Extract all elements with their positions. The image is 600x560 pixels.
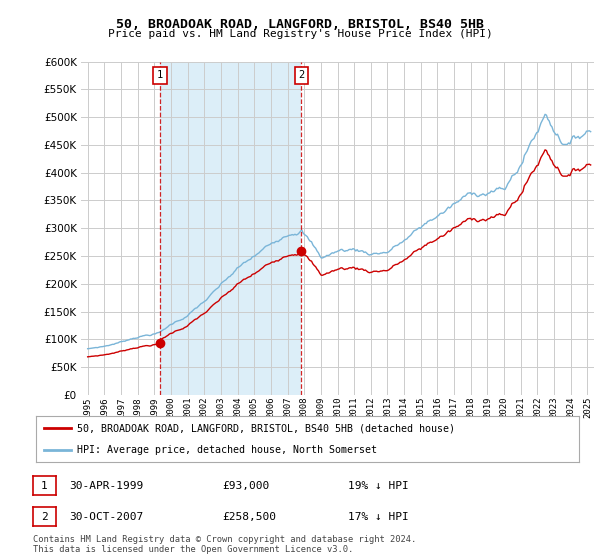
Text: Price paid vs. HM Land Registry's House Price Index (HPI): Price paid vs. HM Land Registry's House …: [107, 29, 493, 39]
Text: HPI: Average price, detached house, North Somerset: HPI: Average price, detached house, Nort…: [77, 445, 377, 455]
Text: 1: 1: [41, 480, 48, 491]
Text: 50, BROADOAK ROAD, LANGFORD, BRISTOL, BS40 5HB (detached house): 50, BROADOAK ROAD, LANGFORD, BRISTOL, BS…: [77, 423, 455, 433]
Text: 30-OCT-2007: 30-OCT-2007: [69, 512, 143, 522]
Text: 50, BROADOAK ROAD, LANGFORD, BRISTOL, BS40 5HB: 50, BROADOAK ROAD, LANGFORD, BRISTOL, BS…: [116, 18, 484, 31]
Text: £93,000: £93,000: [222, 480, 269, 491]
Text: 1: 1: [157, 71, 163, 81]
Text: 2: 2: [298, 71, 304, 81]
Text: 17% ↓ HPI: 17% ↓ HPI: [348, 512, 409, 522]
Text: 30-APR-1999: 30-APR-1999: [69, 480, 143, 491]
Text: 19% ↓ HPI: 19% ↓ HPI: [348, 480, 409, 491]
Text: Contains HM Land Registry data © Crown copyright and database right 2024.
This d: Contains HM Land Registry data © Crown c…: [33, 535, 416, 554]
Bar: [160, 62, 301, 395]
Text: £258,500: £258,500: [222, 512, 276, 522]
Text: 2: 2: [41, 512, 48, 522]
